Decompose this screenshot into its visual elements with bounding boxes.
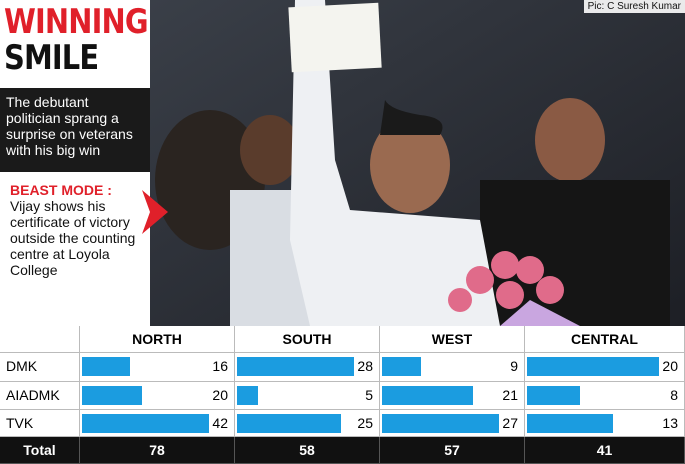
caption-text: Vijay shows his certificate of victory o…	[10, 198, 136, 278]
seat-bar	[82, 357, 131, 376]
seat-count: 27	[502, 415, 518, 431]
seat-bar	[82, 386, 143, 405]
seat-cell: 42	[80, 410, 235, 437]
photo	[150, 0, 685, 326]
seat-count: 9	[510, 358, 518, 374]
party-name: TVK	[0, 410, 80, 437]
seat-bar	[382, 357, 421, 376]
seat-cell: 27	[380, 410, 525, 437]
photo-credit: Pic: C Suresh Kumar	[583, 0, 685, 13]
seat-bar	[527, 414, 613, 433]
seat-cell: 20	[80, 382, 235, 410]
seat-cell: 13	[525, 410, 685, 437]
seat-bar	[237, 386, 258, 405]
total-value: 58	[235, 437, 380, 464]
column-header: NORTH	[80, 326, 235, 353]
seat-count: 8	[670, 387, 678, 403]
seat-cell: 28	[235, 353, 380, 382]
seat-bar	[382, 386, 473, 405]
seat-cell: 16	[80, 353, 235, 382]
seat-cell: 5	[235, 382, 380, 410]
title-line-1: WINNING	[4, 2, 149, 42]
seat-cell: 21	[380, 382, 525, 410]
seat-cell: 8	[525, 382, 685, 410]
seat-count: 16	[212, 358, 228, 374]
seat-cell: 9	[380, 353, 525, 382]
seat-count: 42	[212, 415, 228, 431]
seat-count: 5	[365, 387, 373, 403]
total-value: 57	[380, 437, 525, 464]
caption-label: BEAST MODE :	[10, 182, 112, 198]
column-header: SOUTH	[235, 326, 380, 353]
seat-count: 20	[662, 358, 678, 374]
seat-bar	[527, 386, 580, 405]
seat-bar	[82, 414, 209, 433]
seat-count: 20	[212, 387, 228, 403]
seat-cell: 20	[525, 353, 685, 382]
seat-bar	[382, 414, 499, 433]
total-value: 78	[80, 437, 235, 464]
caption: BEAST MODE : Vijay shows his certificate…	[10, 182, 145, 278]
seat-count: 28	[357, 358, 373, 374]
column-header: WEST	[380, 326, 525, 353]
seat-bar	[237, 414, 342, 433]
title-line-2: SMILE	[4, 38, 99, 78]
seat-bar	[527, 357, 659, 376]
column-header: CENTRAL	[525, 326, 685, 353]
seat-count: 13	[662, 415, 678, 431]
seat-count: 25	[357, 415, 373, 431]
total-label: Total	[0, 437, 80, 464]
seat-bar	[237, 357, 354, 376]
party-name: DMK	[0, 353, 80, 382]
subtitle: The debutant politician sprang a surpris…	[0, 88, 150, 172]
header-blank	[0, 326, 80, 353]
seat-cell: 25	[235, 410, 380, 437]
total-value: 41	[525, 437, 685, 464]
seat-count: 21	[502, 387, 518, 403]
results-table: NORTH SOUTH WEST CENTRAL DMK 16 28 9 20 AIADMK 20 5…	[0, 326, 685, 464]
party-name: AIADMK	[0, 382, 80, 410]
pointer-arrow	[142, 190, 168, 234]
